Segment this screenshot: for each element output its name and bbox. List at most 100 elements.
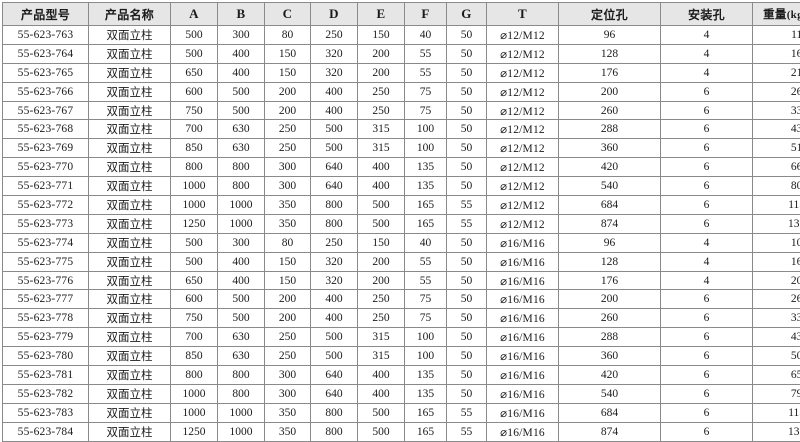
cell-weight: 165	[753, 44, 800, 63]
cell-name: 双面立柱	[89, 403, 171, 422]
cell-name: 双面立柱	[89, 252, 171, 271]
cell-f: 100	[405, 120, 447, 139]
column-header-g[interactable]: G	[447, 3, 487, 26]
column-header-b[interactable]: B	[218, 3, 265, 26]
cell-b: 1000	[218, 196, 265, 215]
cell-name: 双面立柱	[89, 26, 171, 45]
cell-weight: 330	[753, 309, 800, 328]
cell-locating-hole: 128	[559, 44, 661, 63]
cell-weight: 1158	[753, 403, 800, 422]
cell-c: 350	[265, 422, 311, 441]
cell-name: 双面立柱	[89, 384, 171, 403]
cell-mounting-hole: 6	[661, 120, 753, 139]
cell-c: 250	[265, 347, 311, 366]
cell-f: 75	[405, 309, 447, 328]
cell-thread: ⌀12/M12	[487, 63, 559, 82]
cell-e: 250	[358, 309, 405, 328]
cell-thread: ⌀16/M16	[487, 422, 559, 441]
cell-thread: ⌀12/M12	[487, 101, 559, 120]
cell-c: 300	[265, 366, 311, 385]
cell-model: 55-623-780	[3, 347, 89, 366]
cell-g: 50	[447, 347, 487, 366]
cell-mounting-hole: 6	[661, 82, 753, 101]
cell-thread: ⌀16/M16	[487, 252, 559, 271]
cell-weight: 105	[753, 233, 800, 252]
column-header-c[interactable]: C	[265, 3, 311, 26]
cell-c: 350	[265, 196, 311, 215]
cell-locating-hole: 540	[559, 177, 661, 196]
column-header-weight[interactable]: 重量(kg)FCD50	[753, 3, 800, 26]
cell-mounting-hole: 6	[661, 158, 753, 177]
cell-model: 55-623-782	[3, 384, 89, 403]
cell-g: 50	[447, 290, 487, 309]
cell-thread: ⌀12/M12	[487, 214, 559, 233]
cell-a: 500	[171, 44, 218, 63]
cell-model: 55-623-769	[3, 139, 89, 158]
cell-weight: 800	[753, 177, 800, 196]
cell-locating-hole: 288	[559, 120, 661, 139]
cell-a: 1000	[171, 384, 218, 403]
cell-c: 250	[265, 139, 311, 158]
column-header-name[interactable]: 产品名称	[89, 3, 171, 26]
cell-thread: ⌀12/M12	[487, 139, 559, 158]
column-header-mounting-hole[interactable]: 安装孔	[661, 3, 753, 26]
cell-g: 50	[447, 177, 487, 196]
column-header-d[interactable]: D	[311, 3, 358, 26]
cell-c: 200	[265, 309, 311, 328]
cell-a: 500	[171, 26, 218, 45]
cell-d: 500	[311, 328, 358, 347]
cell-g: 50	[447, 63, 487, 82]
cell-name: 双面立柱	[89, 101, 171, 120]
column-header-model[interactable]: 产品型号	[3, 3, 89, 26]
cell-locating-hole: 96	[559, 233, 661, 252]
cell-b: 500	[218, 309, 265, 328]
column-header-locating-hole[interactable]: 定位孔	[559, 3, 661, 26]
cell-f: 75	[405, 290, 447, 309]
cell-f: 135	[405, 177, 447, 196]
cell-d: 640	[311, 177, 358, 196]
cell-a: 750	[171, 309, 218, 328]
cell-name: 双面立柱	[89, 366, 171, 385]
column-header-f[interactable]: F	[405, 3, 447, 26]
column-header-t[interactable]: T	[487, 3, 559, 26]
cell-a: 850	[171, 139, 218, 158]
column-header-a[interactable]: A	[171, 3, 218, 26]
cell-weight: 650	[753, 366, 800, 385]
cell-weight: 1158	[753, 196, 800, 215]
cell-c: 350	[265, 214, 311, 233]
cell-model: 55-623-768	[3, 120, 89, 139]
cell-g: 50	[447, 328, 487, 347]
cell-f: 55	[405, 252, 447, 271]
cell-e: 400	[358, 384, 405, 403]
column-header-e[interactable]: E	[358, 3, 405, 26]
cell-locating-hole: 128	[559, 252, 661, 271]
cell-mounting-hole: 6	[661, 328, 753, 347]
cell-locating-hole: 874	[559, 422, 661, 441]
cell-b: 630	[218, 328, 265, 347]
cell-mounting-hole: 4	[661, 63, 753, 82]
cell-a: 1250	[171, 214, 218, 233]
